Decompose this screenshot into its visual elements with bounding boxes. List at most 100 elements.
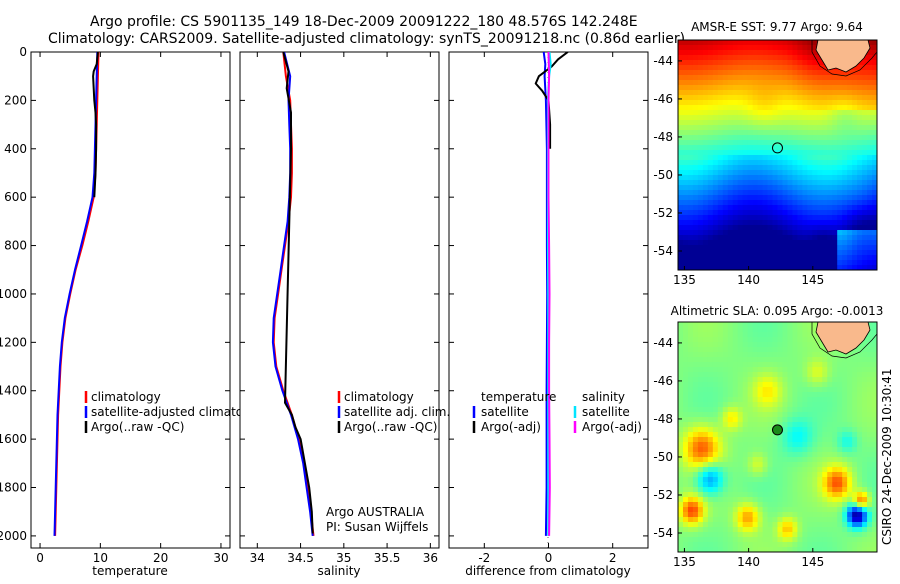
heatmap-cell xyxy=(682,537,689,543)
heatmap-cell xyxy=(767,322,773,328)
heatmap-cell xyxy=(827,477,833,483)
heatmap-cell xyxy=(852,95,858,101)
heatmap-cell xyxy=(772,482,778,488)
heatmap-cell xyxy=(737,85,744,91)
heatmap-cell xyxy=(867,377,873,383)
heatmap-cell xyxy=(752,90,759,96)
heatmap-cell xyxy=(767,120,773,126)
heatmap-cell xyxy=(782,357,788,363)
y-tick-label: 200 xyxy=(4,93,27,107)
heatmap-cell xyxy=(807,342,813,348)
heatmap-cell xyxy=(792,145,798,151)
heatmap-cell xyxy=(697,175,704,181)
heatmap-cell xyxy=(772,532,778,538)
heatmap-cell xyxy=(737,80,744,86)
heatmap-cell xyxy=(702,437,709,443)
heatmap-cell xyxy=(687,517,694,523)
heatmap-cell xyxy=(767,240,773,246)
heatmap-cell xyxy=(702,482,709,488)
heatmap-cell xyxy=(682,135,689,141)
argo-location-marker xyxy=(771,424,783,436)
heatmap-cell xyxy=(857,260,863,266)
heatmap-cell xyxy=(852,225,858,231)
heatmap-cell xyxy=(802,55,808,61)
heatmap-cell xyxy=(862,337,868,343)
heatmap-cell xyxy=(797,125,803,131)
heatmap-cell xyxy=(847,422,853,428)
heatmap-cell xyxy=(697,457,704,463)
heatmap-cell xyxy=(732,412,739,418)
heatmap-cell xyxy=(862,422,868,428)
heatmap-cell xyxy=(722,372,729,378)
heatmap-cell xyxy=(792,422,798,428)
heatmap-cell xyxy=(762,492,768,498)
heatmap-cell xyxy=(832,195,838,201)
heatmap-cell xyxy=(742,437,749,443)
heatmap-cell xyxy=(762,422,768,428)
heatmap-cell xyxy=(737,165,744,171)
heatmap-cell xyxy=(757,517,763,523)
heatmap-cell xyxy=(842,472,848,478)
heatmap-cell xyxy=(687,327,694,333)
heatmap-cell xyxy=(802,250,808,256)
heatmap-cell xyxy=(678,452,684,458)
heatmap-cell xyxy=(802,507,808,513)
heatmap-cell xyxy=(797,250,803,256)
temperature-xlabel: temperature xyxy=(92,564,167,578)
heatmap-cell xyxy=(792,205,798,211)
heatmap-cell xyxy=(707,75,714,81)
heatmap-cell xyxy=(732,427,739,433)
heatmap-cell xyxy=(678,337,684,343)
heatmap-cell xyxy=(697,417,704,423)
heatmap-cell xyxy=(682,110,689,116)
heatmap-cell xyxy=(802,165,808,171)
heatmap-cell xyxy=(722,517,729,523)
heatmap-cell xyxy=(687,155,694,161)
heatmap-cell xyxy=(678,472,684,478)
heatmap-cell xyxy=(797,60,803,66)
heatmap-cell xyxy=(707,547,714,552)
heatmap-cell xyxy=(727,195,734,201)
heatmap-cell xyxy=(682,402,689,408)
heatmap-cell xyxy=(737,522,744,528)
heatmap-cell xyxy=(772,402,778,408)
heatmap-cell xyxy=(857,367,863,373)
heatmap-cell xyxy=(727,130,734,136)
heatmap-cell xyxy=(777,352,783,358)
heatmap-cell xyxy=(687,120,694,126)
heatmap-cell xyxy=(797,200,803,206)
heatmap-cell xyxy=(777,170,783,176)
heatmap-cell xyxy=(732,160,739,166)
heatmap-cell xyxy=(807,225,813,231)
heatmap-cell xyxy=(767,522,773,528)
heatmap-cell xyxy=(702,105,709,111)
heatmap-cell xyxy=(687,210,694,216)
heatmap-cell xyxy=(822,160,828,166)
temperature-legend: climatology satellite-adjusted climatolo… xyxy=(84,390,269,434)
heatmap-cell xyxy=(862,110,868,116)
heatmap-cell xyxy=(782,210,788,216)
heatmap-cell xyxy=(797,397,803,403)
heatmap-cell xyxy=(832,120,838,126)
heatmap-cell xyxy=(727,85,734,91)
heatmap-cell xyxy=(777,135,783,141)
heatmap-cell xyxy=(812,135,818,141)
heatmap-cell xyxy=(757,180,763,186)
heatmap-cell xyxy=(737,150,744,156)
heatmap-cell xyxy=(827,432,833,438)
heatmap-cell xyxy=(827,412,833,418)
heatmap-cell xyxy=(712,85,719,91)
heatmap-cell xyxy=(717,125,724,131)
heatmap-cell xyxy=(782,200,788,206)
heatmap-cell xyxy=(797,195,803,201)
heatmap-cell xyxy=(702,352,709,358)
heatmap-cell xyxy=(712,432,719,438)
heatmap-cell xyxy=(692,50,699,56)
heatmap-cell xyxy=(712,190,719,196)
heatmap-cell xyxy=(797,412,803,418)
heatmap-cell xyxy=(777,547,783,552)
heatmap-cell xyxy=(872,437,877,443)
heatmap-cell xyxy=(817,265,823,270)
heatmap-cell xyxy=(797,477,803,483)
heatmap-cell xyxy=(782,392,788,398)
